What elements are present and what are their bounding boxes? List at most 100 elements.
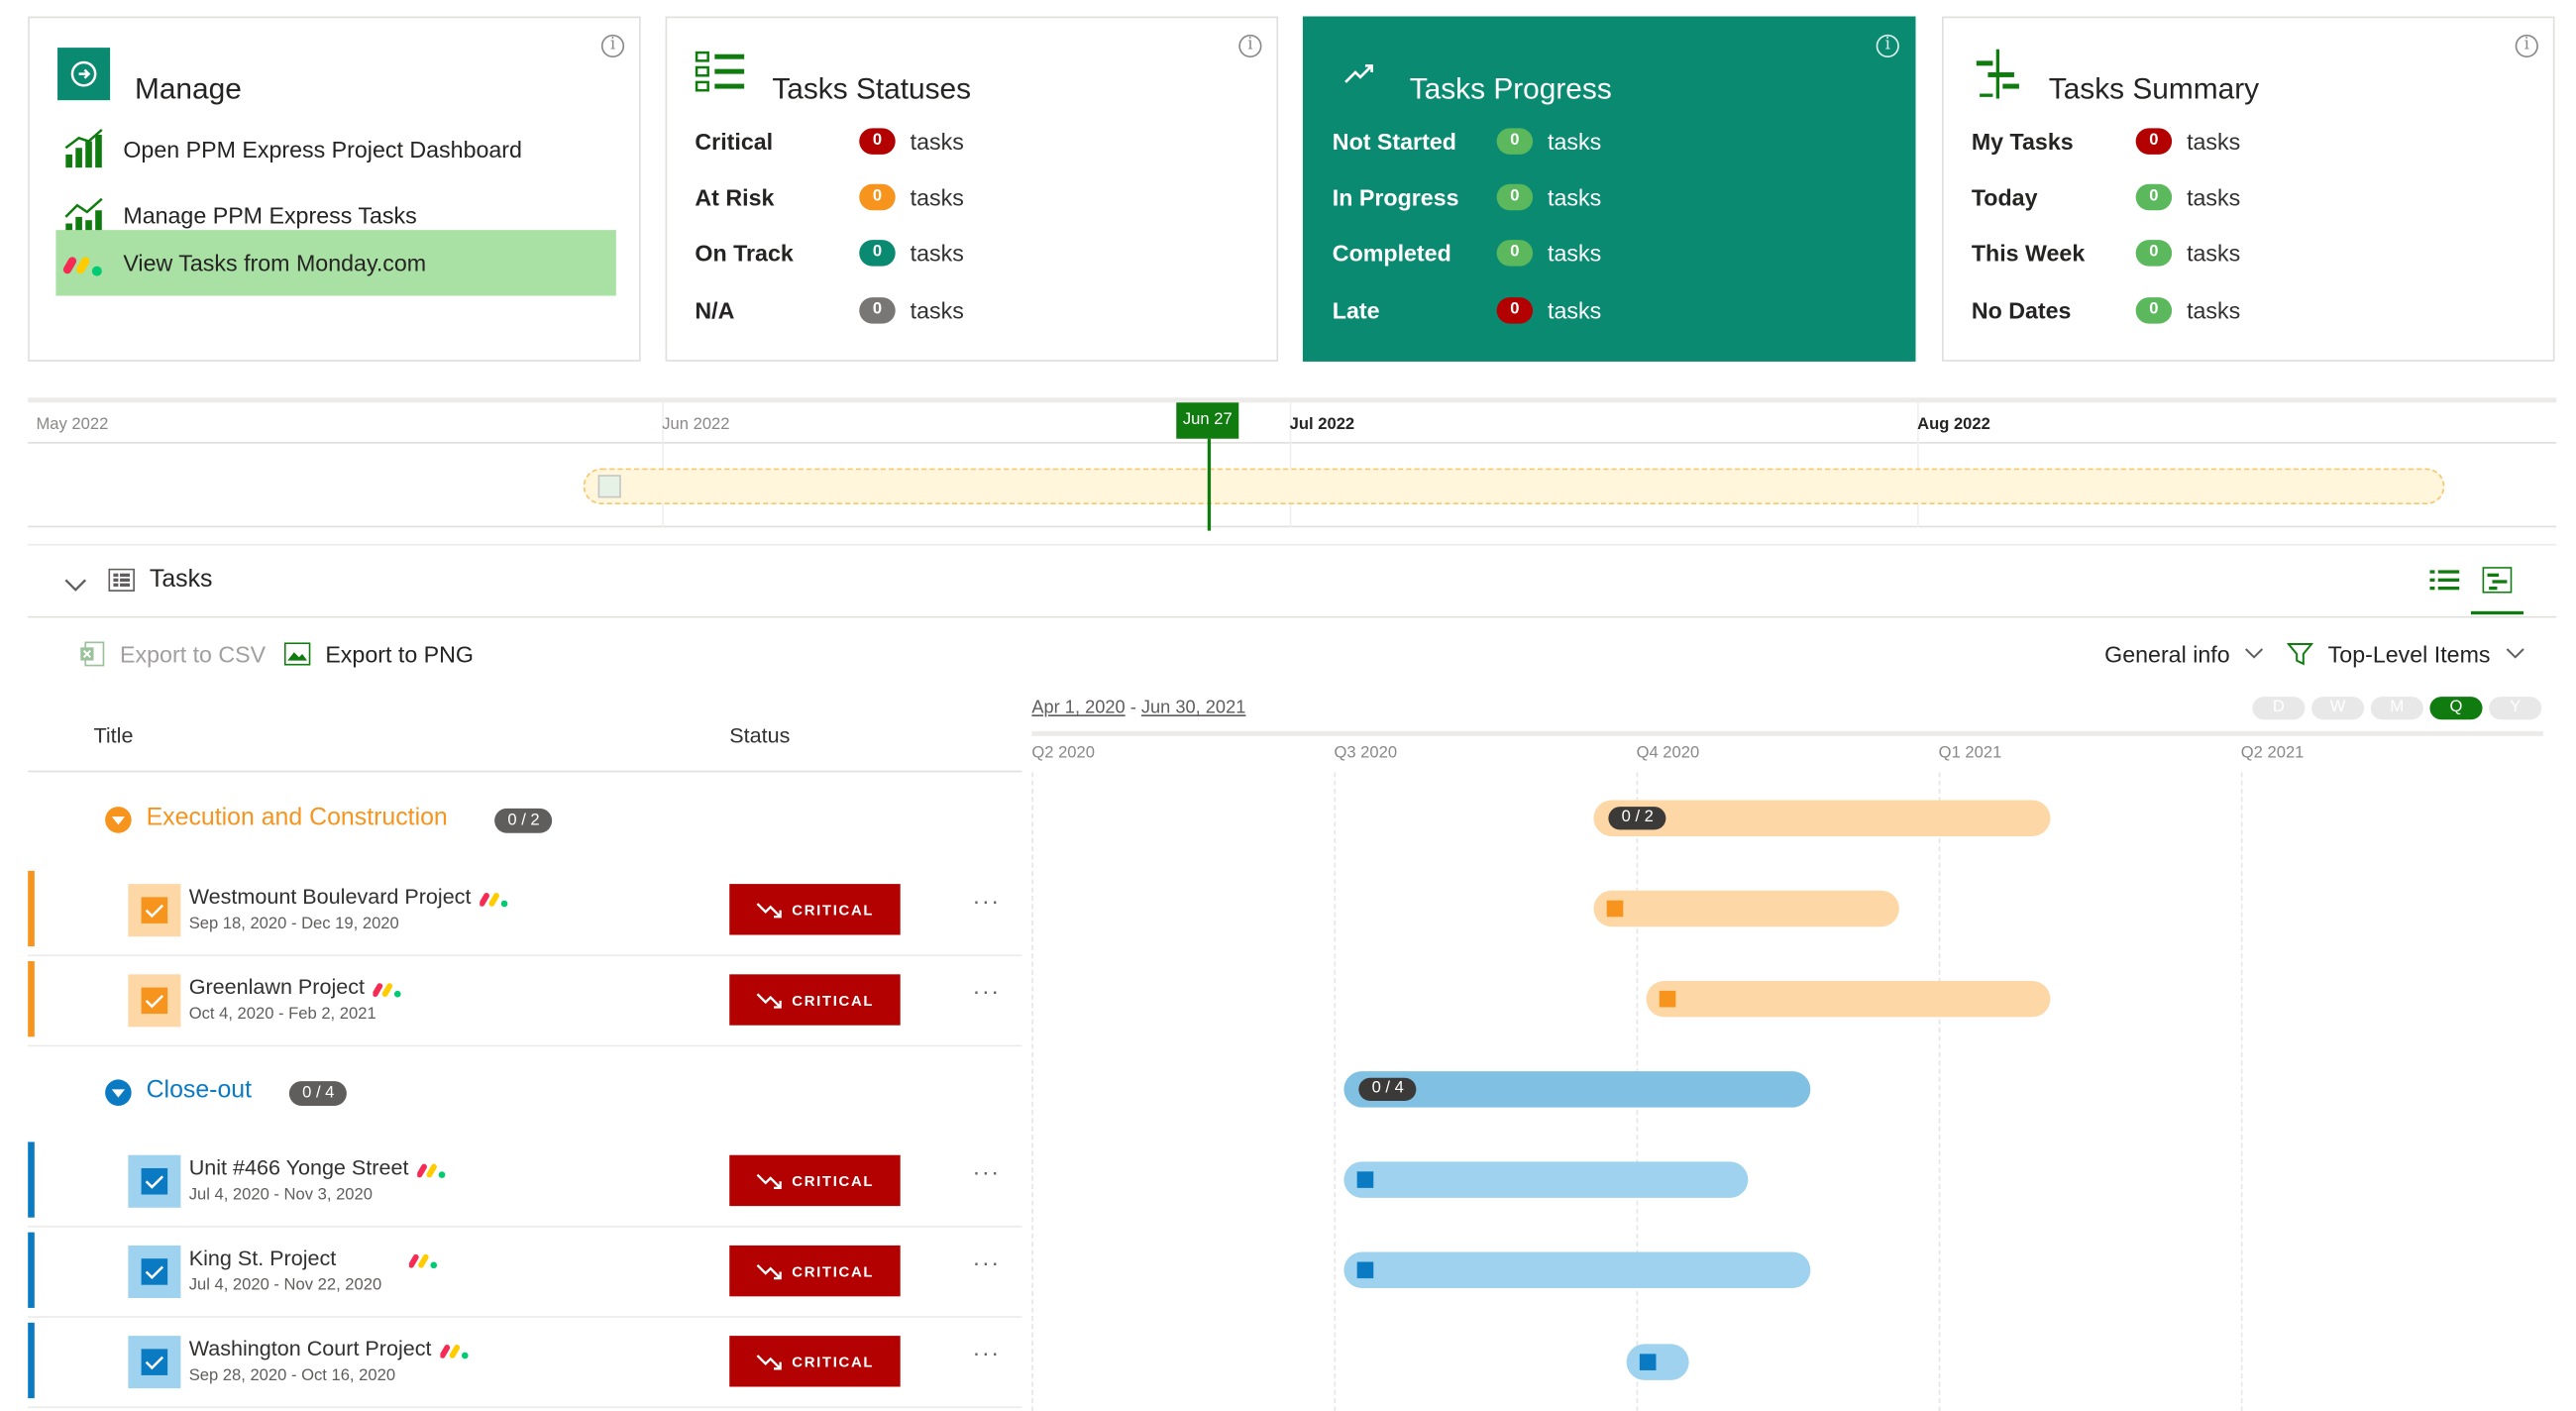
- task-dates: Jul 4, 2020 - Nov 22, 2020: [188, 1276, 382, 1295]
- stat-label: Late: [1332, 297, 1380, 324]
- group-toggle-icon[interactable]: [105, 807, 132, 833]
- more-options-icon[interactable]: ···: [972, 1248, 1001, 1275]
- task-row[interactable]: Greenlawn Project Oct 4, 2020 - Feb 2, 2…: [28, 956, 1022, 1047]
- timeline-month: Aug 2022: [1917, 415, 1990, 434]
- statuses-title: Tasks Statuses: [772, 71, 972, 106]
- zoom-year-button[interactable]: Y: [2489, 697, 2542, 720]
- zoom-day-button[interactable]: D: [2252, 697, 2306, 720]
- timeline-item-bar[interactable]: [583, 468, 2445, 505]
- timeline-strip[interactable]: May 2022 Jun 2022 Jul 2022 Aug 2022 Jun …: [28, 397, 2557, 531]
- more-options-icon[interactable]: ···: [972, 1339, 1001, 1365]
- status-critical-badge[interactable]: CRITICAL: [729, 884, 901, 935]
- top-level-label: Top-Level Items: [2327, 640, 2491, 668]
- group-row[interactable]: Close-out 0 / 4: [28, 1046, 1021, 1139]
- tasks-statuses-card: Tasks Statuses i Critical 0 tasks At Risk 0…: [665, 16, 1279, 362]
- manage-tasks-link[interactable]: Manage PPM Express Tasks: [55, 182, 615, 248]
- top-level-filter[interactable]: Top-Level Items: [2287, 639, 2539, 669]
- view-monday-tasks-link[interactable]: View Tasks from Monday.com: [55, 230, 616, 296]
- info-icon[interactable]: i: [1238, 34, 1262, 58]
- zoom-week-button[interactable]: W: [2311, 697, 2365, 720]
- image-icon: [283, 642, 311, 666]
- gantt-summary-bar[interactable]: 0 / 4: [1343, 1071, 1811, 1108]
- gantt-summary-bar[interactable]: 0 / 2: [1593, 800, 2051, 837]
- task-name[interactable]: Unit #466 Yonge Street: [188, 1154, 409, 1180]
- stat-row-this-week[interactable]: This Week 0 tasks: [1972, 237, 2240, 270]
- status-critical-badge[interactable]: CRITICAL: [729, 1245, 901, 1297]
- info-icon[interactable]: i: [2515, 34, 2538, 58]
- timeline-icon: [1976, 49, 2019, 99]
- task-checkbox[interactable]: [128, 1245, 181, 1298]
- group-name: Execution and Construction: [146, 803, 448, 832]
- zoom-month-button[interactable]: M: [2370, 697, 2423, 720]
- task-checkbox[interactable]: [128, 974, 181, 1028]
- column-header-status[interactable]: Status: [729, 722, 791, 748]
- task-checkbox[interactable]: [128, 1336, 181, 1389]
- task-row[interactable]: Unit #466 Yonge Street Jul 4, 2020 - Nov…: [28, 1137, 1022, 1228]
- stat-label: In Progress: [1332, 183, 1459, 211]
- more-options-icon[interactable]: ···: [972, 977, 1001, 1005]
- stat-row-in-progress[interactable]: In Progress 0 tasks: [1333, 180, 1601, 213]
- status-critical-badge[interactable]: CRITICAL: [729, 1336, 901, 1387]
- open-dashboard-link[interactable]: Open PPM Express Project Dashboard: [55, 117, 615, 182]
- export-csv-button[interactable]: Export to CSV: [79, 639, 266, 669]
- task-name-line: King St. Project: [189, 1246, 438, 1270]
- group-toggle-icon[interactable]: [105, 1079, 132, 1106]
- task-name[interactable]: King St. Project: [188, 1245, 337, 1270]
- stat-row-my-tasks[interactable]: My Tasks 0 tasks: [1972, 125, 2240, 158]
- more-options-icon[interactable]: ···: [972, 887, 1001, 914]
- stat-row-no-dates[interactable]: No Dates 0 tasks: [1972, 294, 2240, 327]
- task-checkbox[interactable]: [128, 884, 181, 937]
- export-png-button[interactable]: Export to PNG: [283, 639, 475, 669]
- timeline-month: Jul 2022: [1289, 415, 1355, 434]
- column-header-title[interactable]: Title: [93, 722, 134, 748]
- list-view-icon[interactable]: [2429, 567, 2460, 594]
- gantt-task-bar[interactable]: [1626, 1344, 1689, 1380]
- today-marker: Jun 27: [1176, 402, 1239, 439]
- checkmark-icon: [141, 1258, 168, 1285]
- task-row[interactable]: Westmount Boulevard Project Sep 18, 2020…: [28, 866, 1022, 957]
- info-icon[interactable]: i: [600, 34, 625, 58]
- task-color-strip: [28, 961, 35, 1037]
- more-options-icon[interactable]: ···: [972, 1158, 1001, 1185]
- trend-down-icon: [756, 1172, 782, 1189]
- count-badge: 0: [2135, 183, 2173, 211]
- task-row[interactable]: King St. Project Jul 4, 2020 - Nov 22, 2…: [28, 1228, 1022, 1318]
- task-name[interactable]: Greenlawn Project: [188, 974, 366, 1000]
- status-critical-badge[interactable]: CRITICAL: [729, 1154, 901, 1207]
- group-row[interactable]: Execution and Construction 0 / 2: [28, 774, 1021, 866]
- task-row[interactable]: Washington Court Project Sep 28, 2020 - …: [28, 1318, 1022, 1409]
- range-start-link[interactable]: Apr 1, 2020: [1031, 698, 1126, 718]
- gantt-task-bar[interactable]: [1646, 980, 2051, 1018]
- stat-row-on-track[interactable]: On Track 0 tasks: [695, 237, 964, 270]
- checkmark-icon: [141, 1349, 168, 1375]
- trend-down-icon: [756, 1354, 782, 1369]
- task-checkbox[interactable]: [128, 1154, 181, 1208]
- export-png-label: Export to PNG: [325, 640, 475, 668]
- gantt-view-button[interactable]: [2470, 549, 2523, 615]
- gantt-view-icon: [2482, 567, 2513, 594]
- zoom-scale-selector: D W M Q Y: [2252, 697, 2542, 720]
- range-end-link[interactable]: Jun 30, 2021: [1140, 698, 1246, 718]
- general-info-dropdown[interactable]: General info: [2104, 639, 2279, 669]
- status-critical-badge[interactable]: CRITICAL: [729, 974, 901, 1026]
- quarter-label: Q2 2021: [2240, 744, 2305, 763]
- stat-row-at-risk[interactable]: At Risk 0 tasks: [695, 180, 964, 213]
- filter-icon: [2287, 643, 2313, 666]
- task-name-line: Washington Court Project: [189, 1336, 470, 1360]
- stat-label: Today: [1971, 183, 2038, 211]
- collapse-chevron-icon[interactable]: [64, 572, 87, 598]
- stat-row-today[interactable]: Today 0 tasks: [1972, 180, 2240, 213]
- gantt-task-bar[interactable]: [1343, 1251, 1811, 1289]
- stat-row-na[interactable]: N/A 0 tasks: [695, 294, 964, 327]
- gantt-task-bar[interactable]: [1343, 1161, 1749, 1198]
- stat-row-completed[interactable]: Completed 0 tasks: [1333, 237, 1601, 270]
- stat-row-not-started[interactable]: Not Started 0 tasks: [1333, 125, 1601, 158]
- zoom-quarter-button[interactable]: Q: [2429, 697, 2483, 720]
- status-label: CRITICAL: [792, 1353, 875, 1370]
- info-icon[interactable]: i: [1876, 34, 1899, 58]
- stat-row-critical[interactable]: Critical 0 tasks: [695, 125, 964, 158]
- task-name[interactable]: Washington Court Project: [188, 1336, 432, 1360]
- stat-row-late[interactable]: Late 0 tasks: [1333, 294, 1601, 327]
- task-name[interactable]: Westmount Boulevard Project: [188, 884, 472, 909]
- gantt-task-bar[interactable]: [1593, 890, 1899, 927]
